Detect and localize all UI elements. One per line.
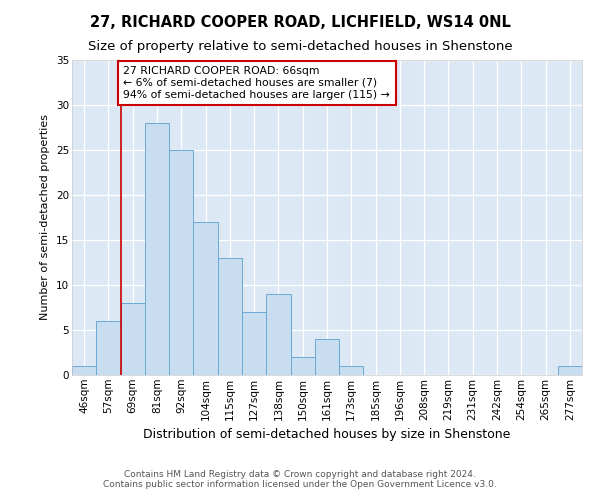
Bar bbox=[266, 294, 290, 375]
Bar bbox=[121, 303, 145, 375]
Bar bbox=[72, 366, 96, 375]
Y-axis label: Number of semi-detached properties: Number of semi-detached properties bbox=[40, 114, 50, 320]
X-axis label: Distribution of semi-detached houses by size in Shenstone: Distribution of semi-detached houses by … bbox=[143, 428, 511, 441]
Text: Size of property relative to semi-detached houses in Shenstone: Size of property relative to semi-detach… bbox=[88, 40, 512, 53]
Bar bbox=[96, 321, 121, 375]
Text: 27, RICHARD COOPER ROAD, LICHFIELD, WS14 0NL: 27, RICHARD COOPER ROAD, LICHFIELD, WS14… bbox=[89, 15, 511, 30]
Bar bbox=[218, 258, 242, 375]
Bar bbox=[339, 366, 364, 375]
Bar bbox=[169, 150, 193, 375]
Text: Contains HM Land Registry data © Crown copyright and database right 2024.
Contai: Contains HM Land Registry data © Crown c… bbox=[103, 470, 497, 489]
Text: 27 RICHARD COOPER ROAD: 66sqm
← 6% of semi-detached houses are smaller (7)
94% o: 27 RICHARD COOPER ROAD: 66sqm ← 6% of se… bbox=[124, 66, 390, 100]
Bar bbox=[558, 366, 582, 375]
Bar bbox=[193, 222, 218, 375]
Bar bbox=[315, 339, 339, 375]
Bar bbox=[145, 123, 169, 375]
Bar bbox=[290, 357, 315, 375]
Bar bbox=[242, 312, 266, 375]
